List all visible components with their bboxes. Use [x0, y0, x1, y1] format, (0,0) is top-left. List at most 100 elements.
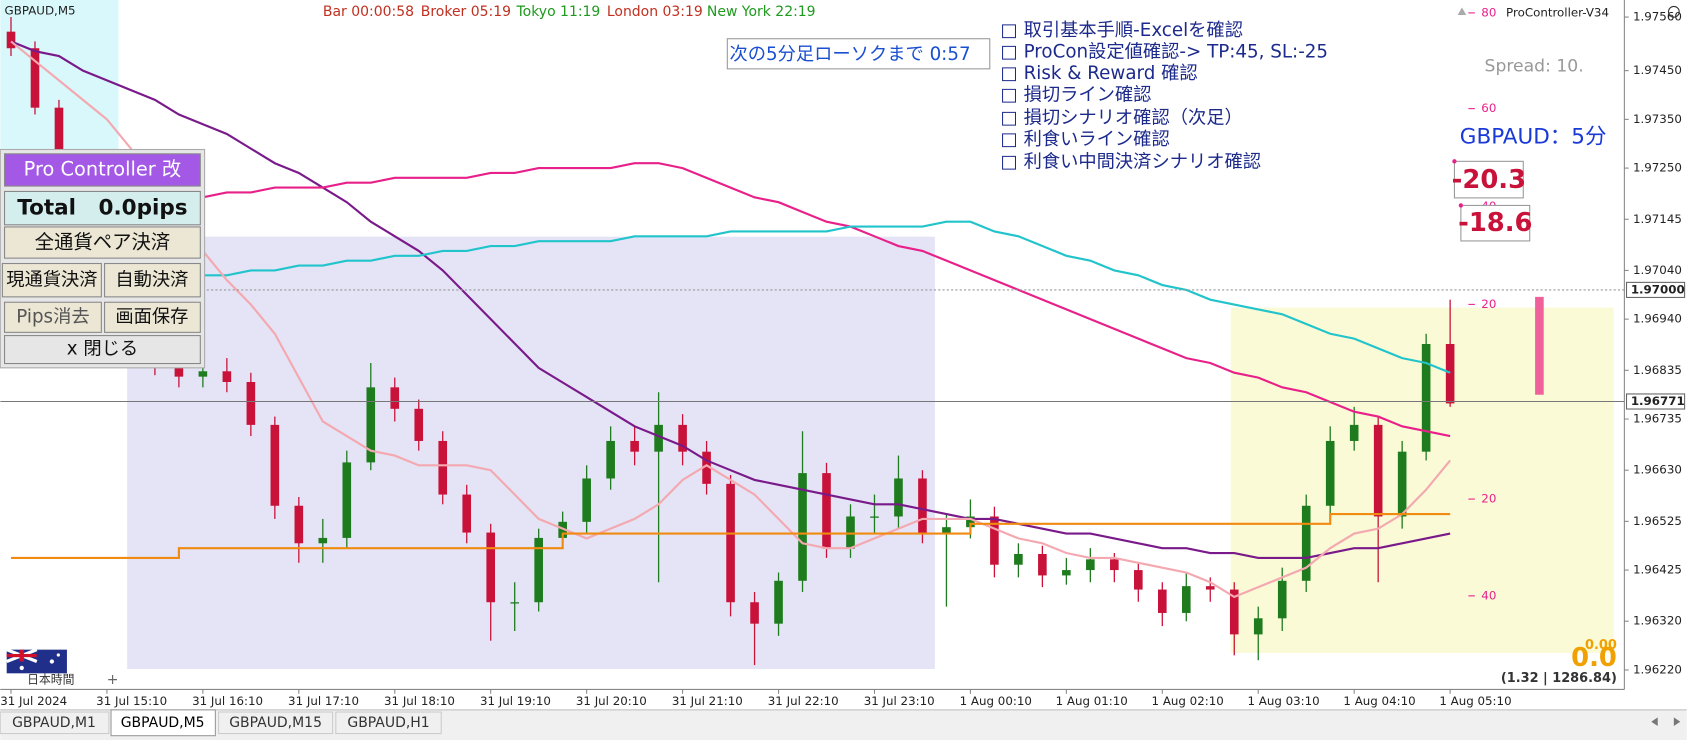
anchor-dot [1458, 203, 1464, 208]
indicator-level: 60 [1481, 101, 1496, 115]
moving-average [10, 40, 1451, 559]
candle-body [1181, 586, 1191, 613]
candle-body [1277, 580, 1287, 619]
candle-body [1110, 559, 1119, 571]
x-tick-label: 31 Jul 18:10 [384, 694, 455, 708]
button[interactable] [4, 226, 201, 259]
candle-body [1397, 451, 1407, 517]
button-label: 画面保存 [115, 306, 188, 327]
button[interactable] [4, 301, 102, 333]
button[interactable] [1, 262, 102, 298]
x-tick-label: 31 Jul 22:10 [768, 694, 839, 708]
tab-bar: GBPAUD,M1 GBPAUD,M5 GBPAUD,M15 GBPAUD,H1 [0, 709, 1687, 740]
y-tick-label: 1.96835 [1633, 363, 1682, 377]
candle-body [198, 371, 208, 377]
session-box [127, 236, 935, 670]
panel-title-text: Pro Controller 改 [24, 157, 182, 180]
pips-value: -18.6 [1458, 208, 1532, 238]
checklist-item: □ 利食いライン確認 [1001, 129, 1170, 150]
candle-body [750, 602, 759, 624]
candle-body [390, 387, 400, 409]
checklist-item: □ 取引基本手順-Excelを確認 [1001, 20, 1243, 41]
status: New York 22:19 [707, 4, 816, 20]
y-tick-label: 1.97145 [1633, 212, 1682, 226]
candle-body [342, 462, 352, 538]
x-tick-label: 1 Aug 03:10 [1247, 694, 1319, 708]
y-tick-label: 1.96320 [1633, 614, 1682, 628]
moving-average [10, 512, 1451, 559]
candle-body [678, 424, 687, 452]
candle-body [318, 537, 328, 544]
x-tick-label: 1 Aug 00:10 [960, 694, 1032, 708]
y-tick-label: 1.96425 [1633, 563, 1682, 577]
candle-body [270, 424, 280, 506]
price-line-label-box [1625, 393, 1686, 410]
button-label: 現通貨決済 [6, 270, 97, 291]
profit: 0.0 [1571, 643, 1617, 673]
tab-active[interactable] [110, 709, 216, 737]
candle-body [918, 478, 927, 533]
candle-body [54, 107, 64, 162]
checklist-item: □ ProCon設定値確認-> TP:45, SL:-25 [1001, 42, 1329, 63]
candle-body [966, 516, 975, 528]
tab[interactable] [335, 711, 442, 735]
candle-body [702, 451, 711, 484]
button-label: 自動決済 [115, 270, 188, 291]
candle-body [246, 381, 256, 425]
anchor-dot [1452, 159, 1457, 164]
candle-body [1325, 440, 1335, 506]
checklist-item: □ Risk & Reward 確認 [1001, 63, 1198, 84]
scroll-left[interactable] [1651, 717, 1658, 727]
button[interactable] [4, 335, 201, 365]
candle-body [534, 537, 543, 603]
x-tick-label: 31 Jul 17:10 [288, 694, 359, 708]
status: London 03:19 [607, 4, 703, 20]
x-tick-label: 1 Aug 02:10 [1152, 694, 1224, 708]
pips-box [1460, 204, 1531, 242]
indicator-name: ProController-V34 [1506, 5, 1609, 19]
candle-body [462, 494, 472, 533]
scroll-right[interactable] [1673, 717, 1681, 727]
button[interactable] [104, 262, 201, 298]
button-label: 全通貨ペア決済 [35, 231, 171, 254]
candle-body [894, 478, 903, 517]
tab[interactable] [0, 711, 110, 735]
panel-title[interactable] [4, 153, 201, 187]
x-tick-label: 31 Jul 21:10 [672, 694, 743, 708]
tab-label: GBPAUD,M5 [121, 715, 205, 731]
spread: Spread: 10. [1485, 57, 1584, 77]
expert-icon [1457, 7, 1467, 16]
candle-body [1062, 570, 1071, 576]
candle-body [1158, 589, 1167, 613]
candle-body [1229, 589, 1239, 635]
indicator-level: 20 [1481, 297, 1496, 311]
candle-body [1014, 553, 1023, 565]
checklist-item: □ 損切ライン確認 [1001, 85, 1152, 106]
status: Broker 05:19 [421, 4, 511, 20]
x-tick-label: 31 Jul 15:10 [96, 694, 167, 708]
candle-body [1086, 559, 1095, 571]
checklist-item: □ 利食い中間決済シナリオ確認 [1001, 151, 1262, 172]
moving-average [10, 162, 1451, 438]
candle-body [654, 424, 663, 452]
x-tick-label: 1 Aug 05:10 [1439, 694, 1511, 708]
tab[interactable] [218, 711, 334, 735]
candle-body [558, 521, 567, 538]
candle-body [798, 473, 807, 581]
countdown-box [726, 38, 991, 70]
x-tick-label: 31 Jul 2024 [0, 694, 67, 708]
candle-body [6, 31, 16, 49]
candle-body [1445, 343, 1455, 404]
price-line-label-box [1625, 281, 1686, 298]
button[interactable] [104, 301, 201, 333]
symbol-label: GBPAUD,M5 [5, 3, 76, 17]
candle-body [414, 408, 424, 441]
y-tick-label: 1.97250 [1633, 161, 1682, 175]
button-label: Pips消去 [16, 306, 89, 327]
stats: (1.32 | 1286.84) [1501, 671, 1617, 686]
y-tick-label: 1.96220 [1633, 662, 1682, 676]
price-line-label: 1.96771 [1631, 394, 1685, 408]
y-tick-label: 1.97040 [1633, 263, 1682, 277]
pair-label: GBPAUD：5分 [1460, 125, 1607, 150]
